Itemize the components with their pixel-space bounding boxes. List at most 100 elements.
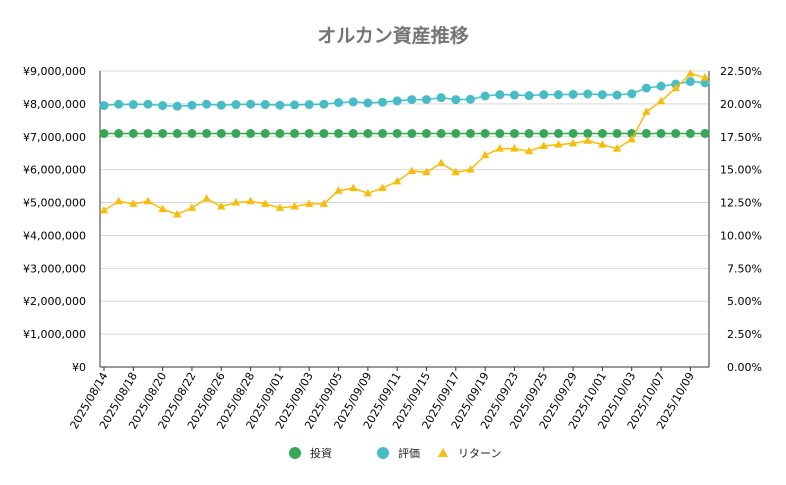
data-point	[583, 136, 592, 144]
y-left-tick-label: ¥8,000,000	[23, 98, 86, 111]
y-right-tick-label: 22.50%	[720, 65, 762, 78]
data-point	[348, 128, 358, 138]
data-point	[114, 99, 124, 109]
data-point	[260, 100, 270, 110]
y-right-tick-label: 12.50%	[720, 197, 762, 210]
legend-marker	[438, 448, 448, 457]
data-point	[319, 128, 329, 138]
data-point	[421, 95, 431, 105]
legend-label: リターン	[458, 447, 501, 460]
legend: 投資 評価 リターン	[289, 446, 501, 460]
data-point	[334, 128, 344, 138]
data-point	[685, 77, 695, 87]
data-point	[246, 196, 255, 205]
data-point	[495, 90, 505, 100]
data-point	[128, 100, 138, 110]
data-point	[656, 81, 666, 91]
legend-label: 投資	[310, 446, 332, 460]
data-point	[172, 128, 182, 138]
data-point	[436, 158, 446, 167]
y-left-tick-label: ¥1,000,000	[23, 328, 86, 341]
y-right-tick-label: 20.00%	[720, 98, 762, 111]
data-point	[700, 78, 710, 88]
legend-label: 評価	[398, 446, 420, 460]
data-point	[642, 107, 651, 115]
data-point	[261, 199, 270, 207]
data-point	[348, 97, 358, 107]
gridlines	[100, 70, 709, 368]
data-point	[231, 128, 241, 138]
data-point	[363, 188, 373, 197]
y-left-tick-label: ¥6,000,000	[23, 164, 86, 177]
data-point	[612, 144, 622, 152]
data-point	[246, 99, 256, 109]
data-point	[363, 128, 373, 138]
data-point	[202, 99, 212, 109]
data-point	[275, 203, 285, 211]
y-left-tick-label: ¥3,000,000	[23, 262, 86, 275]
data-point	[304, 128, 314, 138]
y-right-tick-label: 0.00%	[727, 361, 762, 374]
y-right-tick-label: 7.50%	[727, 262, 762, 275]
data-point	[290, 128, 300, 138]
y-right-tick-label: 2.50%	[727, 328, 762, 341]
data-point	[202, 194, 211, 202]
y-left-tick-label: ¥9,000,000	[23, 65, 86, 78]
data-point	[466, 165, 475, 173]
data-point	[612, 90, 622, 100]
data-point	[553, 128, 563, 138]
data-point	[553, 90, 563, 100]
data-point	[392, 177, 402, 185]
y-left-tick-label: ¥7,000,000	[23, 131, 86, 144]
data-point	[216, 100, 226, 110]
data-point	[568, 89, 578, 99]
data-point	[495, 144, 504, 152]
data-point	[319, 199, 329, 207]
data-point	[612, 128, 622, 138]
data-point	[671, 83, 680, 92]
data-point	[568, 138, 578, 147]
data-point	[480, 128, 490, 138]
data-point	[641, 128, 651, 138]
data-point	[509, 128, 519, 138]
axes: ¥0 0.00% ¥1,000,000 2.50% ¥2,000,000 5.00% ¥3,…	[23, 65, 762, 431]
data-point	[392, 96, 402, 106]
data-point	[700, 128, 710, 138]
data-point	[172, 101, 182, 111]
data-point	[158, 204, 167, 213]
data-point	[363, 98, 373, 108]
data-point	[143, 196, 153, 205]
data-point	[583, 89, 593, 99]
data-point	[495, 128, 505, 138]
data-point	[129, 199, 138, 207]
data-point	[597, 128, 607, 138]
data-point	[99, 205, 109, 214]
data-point	[407, 128, 417, 138]
data-point	[671, 128, 681, 138]
data-point	[275, 100, 285, 110]
data-point	[509, 90, 519, 100]
data-point	[348, 183, 358, 192]
data-point	[480, 150, 490, 159]
data-point	[187, 128, 197, 138]
data-point	[510, 144, 519, 152]
data-point	[554, 140, 563, 148]
data-point	[114, 196, 123, 205]
data-point	[217, 202, 226, 210]
data-point	[187, 100, 197, 110]
data-point	[143, 99, 153, 109]
data-point	[685, 128, 695, 138]
data-point	[290, 100, 300, 110]
data-point	[598, 140, 607, 148]
data-point	[421, 128, 431, 138]
data-point	[407, 95, 417, 105]
data-point	[246, 128, 256, 138]
data-point	[202, 128, 212, 138]
data-point	[583, 128, 593, 138]
data-point	[187, 203, 197, 211]
data-point	[319, 99, 329, 109]
y-right-tick-label: 17.50%	[720, 131, 762, 144]
data-point	[539, 128, 549, 138]
data-point	[568, 128, 578, 138]
data-point	[334, 98, 344, 108]
